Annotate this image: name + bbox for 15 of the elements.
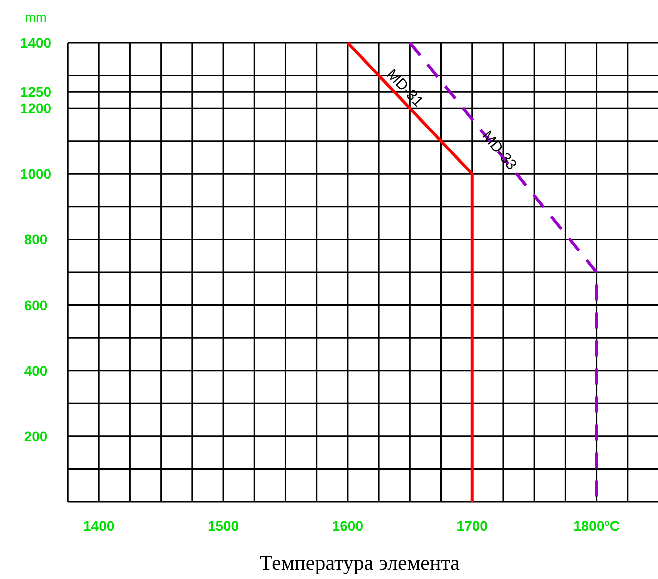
y-tick-label: 1200	[20, 100, 52, 117]
x-tick-label: 1800ºC	[574, 518, 620, 534]
y-tick-label: 600	[24, 297, 48, 314]
y-axis-title: mm	[25, 10, 47, 25]
y-tick-label: 400	[24, 362, 48, 379]
x-axis-title: Температура элемента	[260, 551, 461, 575]
x-tick-label: 1400	[84, 518, 115, 534]
y-tick-label: 200	[24, 428, 48, 444]
x-tick-label: 1500	[208, 518, 240, 534]
y-tick-label: 1400	[20, 35, 52, 51]
y-tick-label: 1000	[20, 166, 52, 182]
y-tick-label: 1250	[20, 84, 52, 100]
y-tick-label: 800	[24, 232, 48, 248]
x-tick-label: 1700	[456, 518, 488, 534]
x-tick-label: 1600	[332, 518, 364, 534]
